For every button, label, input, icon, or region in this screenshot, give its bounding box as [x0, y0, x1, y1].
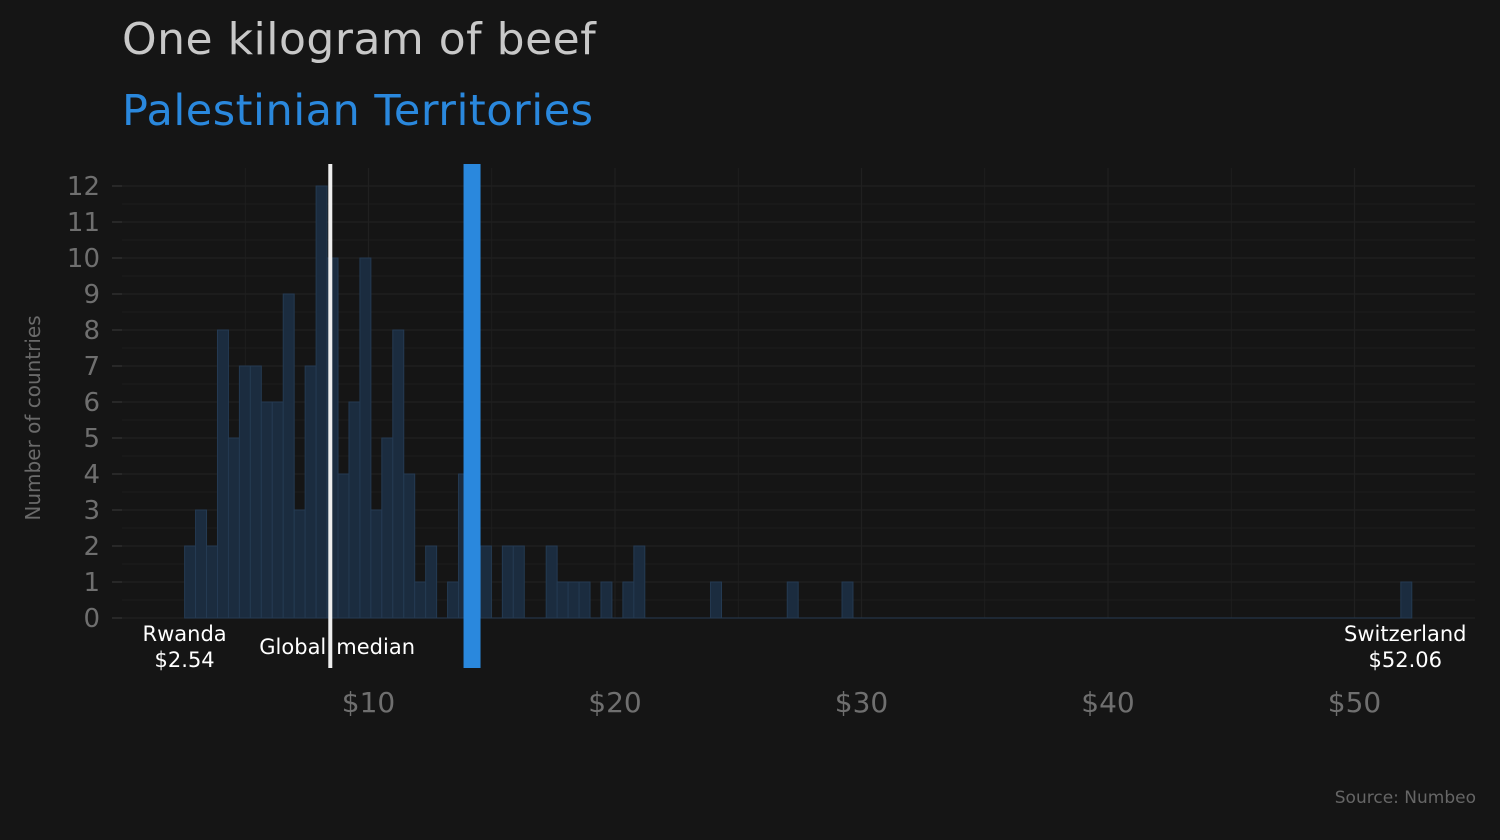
histogram-bar — [600, 581, 613, 619]
histogram-bar — [501, 545, 514, 619]
histogram-bar — [348, 401, 361, 619]
x-tick-label: $20 — [588, 686, 641, 719]
min-country-label: Rwanda — [143, 622, 227, 646]
y-axis-label: Number of countries — [21, 315, 45, 520]
y-tick-label: 10 — [67, 244, 100, 274]
histogram-bar — [841, 581, 854, 619]
chart-subtitle: Palestinian Territories — [122, 86, 594, 136]
histogram-bars — [184, 185, 1413, 619]
histogram-bar — [1400, 581, 1413, 619]
y-tick-label: 6 — [83, 388, 100, 418]
histogram-bar — [381, 437, 394, 619]
y-tick-label: 9 — [83, 280, 100, 310]
x-tick-label: $30 — [835, 686, 888, 719]
x-tick-label: $50 — [1328, 686, 1381, 719]
y-tick-label: 11 — [67, 208, 100, 238]
histogram-bar — [370, 509, 383, 619]
histogram-bar — [293, 509, 306, 619]
histogram-bar — [260, 401, 273, 619]
y-tick-label: 5 — [83, 424, 100, 454]
histogram-bar — [359, 257, 372, 619]
histogram-bar — [633, 545, 646, 619]
histogram-bar — [578, 581, 591, 619]
max-value-label: $52.06 — [1369, 648, 1442, 672]
histogram-bar — [304, 365, 317, 619]
histogram-bar — [556, 581, 569, 619]
histogram-bar — [271, 401, 284, 619]
x-tick-label: $10 — [342, 686, 395, 719]
y-tick-label: 1 — [83, 568, 100, 598]
histogram-bar — [545, 545, 558, 619]
histogram-bar — [786, 581, 799, 619]
histogram-bar — [337, 473, 350, 619]
y-tick-label: 2 — [83, 532, 100, 562]
histogram-bar — [282, 293, 295, 619]
histogram-bar — [206, 545, 218, 619]
chart-title: One kilogram of beef — [122, 14, 597, 65]
max-country-label: Switzerland — [1344, 622, 1467, 646]
x-tick-label: $40 — [1081, 686, 1134, 719]
y-tick-label: 4 — [83, 460, 100, 490]
histogram-bar — [622, 581, 635, 619]
min-value-label: $2.54 — [155, 648, 215, 672]
histogram-bar — [249, 365, 262, 619]
histogram-bar — [479, 545, 492, 619]
y-tick-label: 7 — [83, 352, 100, 382]
y-tick-label: 8 — [83, 316, 100, 346]
histogram-bar — [447, 581, 460, 619]
histogram-bar — [710, 581, 723, 619]
y-tick-label: 3 — [83, 496, 100, 526]
y-tick-label: 0 — [83, 604, 100, 634]
histogram-bar — [567, 581, 580, 619]
histogram-bar — [195, 509, 208, 619]
x-axis-ticks: $10 $20 $30 $40 $50 — [342, 686, 1381, 719]
y-tick-label: 12 — [67, 172, 100, 202]
median-label-left: Global — [259, 635, 326, 659]
source-note: Source: Numbeo — [1334, 788, 1476, 808]
histogram-bar — [392, 329, 405, 619]
histogram-bar — [238, 365, 251, 619]
median-line — [328, 164, 333, 668]
histogram-bar — [315, 185, 328, 619]
histogram-bar — [216, 329, 229, 619]
highlight-line — [463, 164, 481, 668]
histogram-bar — [403, 473, 416, 619]
histogram-bar — [425, 545, 438, 619]
histogram-bar — [512, 545, 525, 619]
histogram-bar — [227, 437, 240, 619]
median-label-right: median — [336, 635, 415, 659]
histogram-bar — [184, 545, 197, 619]
histogram-bar — [414, 581, 427, 619]
